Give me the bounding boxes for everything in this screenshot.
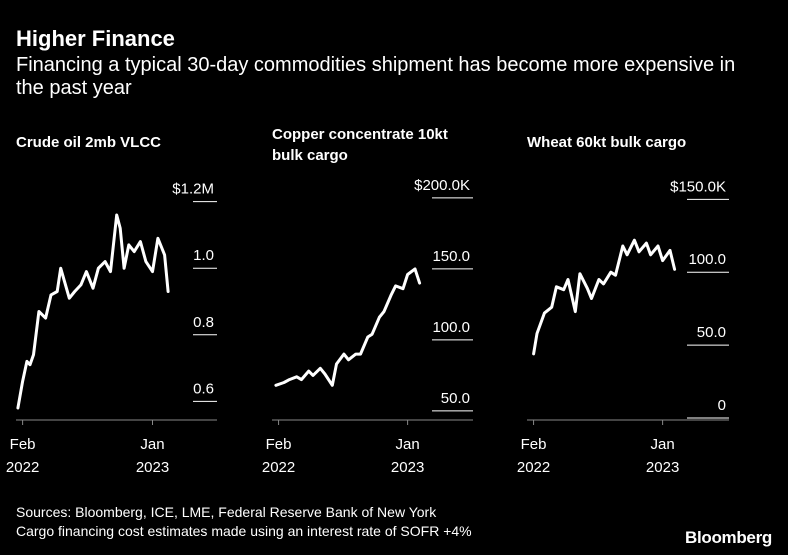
y-tick-label: 50.0: [697, 324, 726, 341]
x-tick-label-year: 2022: [517, 459, 550, 476]
bloomberg-logo: Bloomberg: [684, 528, 772, 547]
x-tick-label-month: Feb: [521, 436, 547, 453]
x-tick-label-year: 2023: [391, 459, 424, 476]
chart-subtitle: Financing a typical 30-day commodities s…: [16, 54, 736, 99]
x-tick-label-month: Jan: [396, 436, 420, 453]
chart-title: Higher Finance: [16, 26, 175, 51]
y-tick-label: 1.0: [193, 247, 214, 264]
x-tick-label-month: Jan: [651, 436, 675, 453]
x-tick-label-month: Feb: [266, 436, 292, 453]
y-tick-label: $200.0K: [414, 177, 470, 194]
panel-title-wheat: Wheat 60kt bulk cargo: [527, 134, 687, 151]
y-tick-label: 0: [718, 397, 726, 414]
series-line: [16, 213, 170, 410]
x-tick-label-year: 2022: [6, 459, 39, 476]
y-tick-label: $1.2M: [172, 181, 214, 198]
series-line: [274, 267, 422, 387]
x-tick-label-month: Jan: [140, 436, 164, 453]
x-tick-label-year: 2023: [136, 459, 169, 476]
x-tick-label-year: 2022: [262, 459, 295, 476]
y-tick-label: 150.0: [432, 248, 470, 265]
sources-note: Sources: Bloomberg, ICE, LME, Federal Re…: [16, 504, 437, 520]
x-tick-label-year: 2023: [646, 459, 679, 476]
y-tick-label: 100.0: [688, 251, 726, 268]
footer: Sources: Bloomberg, ICE, LME, Federal Re…: [16, 503, 472, 541]
panel-title-crude-oil: Crude oil 2mb VLCC: [16, 134, 162, 151]
y-tick-label: 0.8: [193, 314, 214, 331]
charts-canvas: $1.2M 1.0 0.8 0.6 Feb 2022 Jan 2023 $200.0K 150.0…: [6, 177, 729, 476]
y-tick-label: $150.0K: [670, 178, 726, 195]
series-line: [532, 238, 677, 356]
y-tick-label: 50.0: [441, 390, 470, 407]
y-tick-label: 100.0: [432, 319, 470, 336]
methodology-note: Cargo financing cost estimates made usin…: [16, 523, 472, 539]
y-tick-label: 0.6: [193, 380, 214, 397]
x-tick-label-month: Feb: [10, 436, 36, 453]
panel-title-copper: Copper concentrate 10kt bulk cargo: [272, 126, 448, 164]
